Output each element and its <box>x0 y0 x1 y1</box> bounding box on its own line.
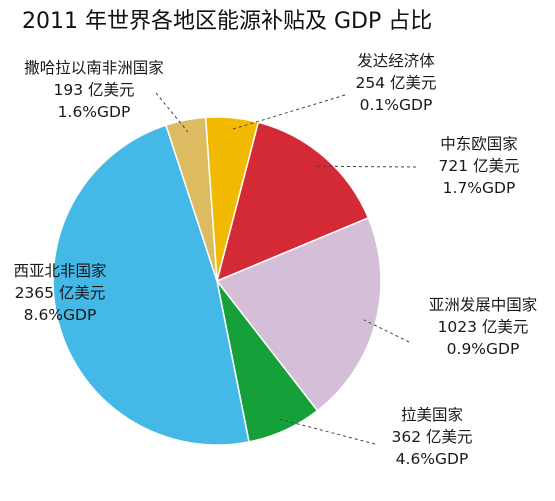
pie-slice-mena <box>52 124 250 446</box>
slice-label-central-eastern-europe-name: 中东欧国家 <box>440 135 518 153</box>
leader-line-sub-saharan-africa <box>155 92 189 133</box>
slice-label-mena-gdp: 8.6%GDP <box>24 306 97 324</box>
slice-label-sub-saharan-africa-name: 撒哈拉以南非洲国家 <box>24 59 164 77</box>
slice-label-developing-asia-value: 1023 亿美元 <box>438 318 529 336</box>
slice-label-mena-name: 西亚北非国家 <box>13 262 106 280</box>
pie-slice-sub-saharan-africa <box>165 116 218 282</box>
slice-label-sub-saharan-africa-value: 193 亿美元 <box>53 81 134 99</box>
slice-label-sub-saharan-africa-gdp: 1.6%GDP <box>58 103 131 121</box>
slice-labels: 发达经济体 254 亿美元 0.1%GDP 中东欧国家 721 亿美元 1.7%GDP 亚洲… <box>13 52 537 468</box>
slice-label-central-eastern-europe-gdp: 1.7%GDP <box>443 179 516 197</box>
pie-slices <box>52 116 382 446</box>
slice-label-latin-america-name: 拉美国家 <box>401 406 463 424</box>
leader-line-latin-america <box>279 418 376 445</box>
slice-label-developing-asia-gdp: 0.9%GDP <box>447 340 520 358</box>
leader-lines <box>155 92 417 445</box>
slice-label-central-eastern-europe-value: 721 亿美元 <box>438 157 519 175</box>
slice-label-latin-america-gdp: 4.6%GDP <box>396 450 469 468</box>
leader-line-developing-asia <box>363 319 410 343</box>
leader-line-advanced-economies <box>230 94 346 131</box>
slice-label-mena-value: 2365 亿美元 <box>15 284 106 302</box>
slice-label-advanced-economies-name: 发达经济体 <box>357 52 435 70</box>
pie-slice-central-eastern-europe <box>215 121 370 283</box>
chart-title: 2011 年世界各地区能源补贴及 GDP 占比 <box>22 9 432 34</box>
slice-label-latin-america-value: 362 亿美元 <box>391 428 472 446</box>
pie-slice-developing-asia <box>215 216 382 412</box>
leader-line-central-eastern-europe <box>316 165 417 168</box>
slice-label-advanced-economies-value: 254 亿美元 <box>355 74 436 92</box>
slice-label-advanced-economies-gdp: 0.1%GDP <box>360 96 433 114</box>
slice-label-developing-asia-name: 亚洲发展中国家 <box>429 296 538 314</box>
